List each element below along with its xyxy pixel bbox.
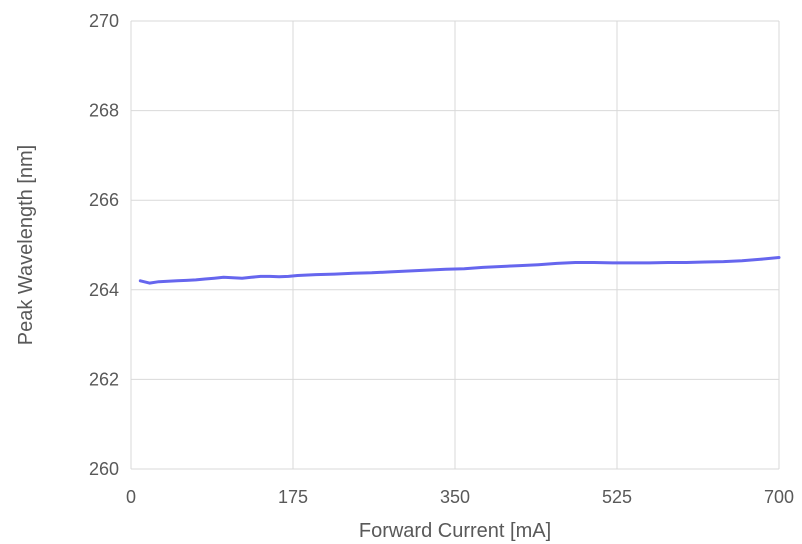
y-tick-label: 262 xyxy=(89,369,119,389)
x-axis-ticks: 0 175 350 525 700 xyxy=(126,487,794,507)
y-axis-title: Peak Wavelength [nm] xyxy=(15,145,37,345)
y-tick-label: 264 xyxy=(89,280,119,300)
x-tick-label: 350 xyxy=(440,487,470,507)
series-line xyxy=(138,256,781,285)
x-axis-title: Forward Current [mA] xyxy=(359,520,551,542)
grid xyxy=(130,20,780,470)
x-tick-label: 0 xyxy=(126,487,136,507)
y-axis-ticks: 260 262 264 266 268 270 xyxy=(89,11,119,479)
x-tick-label: 175 xyxy=(278,487,308,507)
plot-area xyxy=(138,256,781,285)
y-tick-label: 270 xyxy=(89,11,119,31)
x-tick-label: 700 xyxy=(764,487,794,507)
y-tick-label: 260 xyxy=(89,459,119,479)
y-tick-label: 268 xyxy=(89,101,119,121)
y-tick-label: 266 xyxy=(89,190,119,210)
x-tick-label: 525 xyxy=(602,487,632,507)
